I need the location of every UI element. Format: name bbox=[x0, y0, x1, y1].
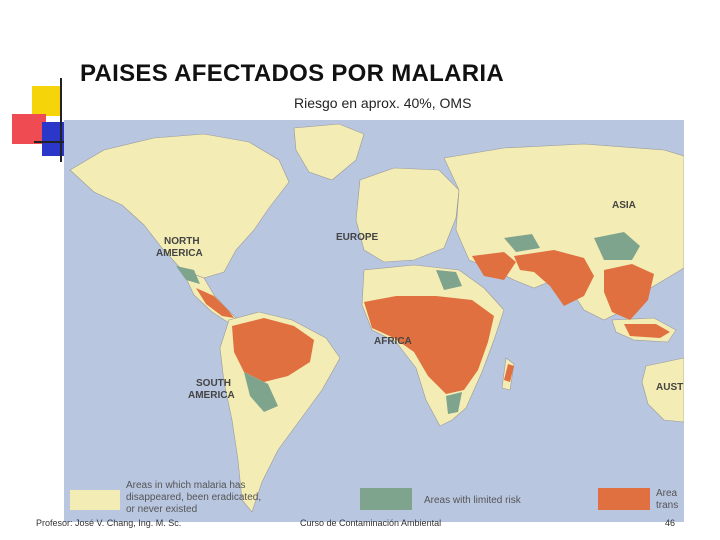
slide-title: PAISES AFECTADOS POR MALARIA bbox=[80, 60, 504, 87]
limited-risk-south-america bbox=[244, 372, 278, 412]
risk-area-africa bbox=[364, 296, 494, 394]
decor-yellow-square bbox=[32, 86, 60, 116]
legend-text-risk-1: Area bbox=[656, 488, 678, 499]
risk-area-central-america bbox=[196, 288, 234, 318]
legend-swatch-limited bbox=[360, 488, 412, 510]
label-south-america-1: SOUTH bbox=[196, 378, 231, 389]
label-africa: AFRICA bbox=[374, 336, 412, 347]
risk-area-southeast-asia bbox=[604, 264, 654, 320]
label-australia: AUST bbox=[656, 382, 683, 393]
north-america-land bbox=[69, 133, 290, 279]
label-europe: EUROPE bbox=[336, 232, 379, 243]
risk-area-amazon bbox=[232, 318, 314, 382]
label-south-america-2: AMERICA bbox=[188, 390, 235, 401]
legend-text-risk-2: trans bbox=[656, 500, 678, 511]
limited-risk-mexico bbox=[176, 266, 200, 284]
footer-professor: Profesor: José V. Chang, Ing. M. Sc. bbox=[36, 518, 182, 528]
limited-risk-china bbox=[594, 232, 640, 260]
world-malaria-map: ASIA EUROPE NORTH AMERICA AFRICA SOUTH A… bbox=[64, 120, 684, 522]
risk-area-madagascar bbox=[504, 364, 514, 382]
footer-page-number: 46 bbox=[665, 518, 676, 528]
limited-risk-north-africa bbox=[436, 270, 462, 290]
decor-blue-square bbox=[42, 122, 64, 156]
legend-swatch-risk bbox=[598, 488, 650, 510]
decor-red-square bbox=[12, 114, 46, 144]
slide-subtitle: Riesgo en aprox. 40%, OMS bbox=[294, 95, 472, 111]
europe-land bbox=[355, 167, 460, 263]
footer-course: Curso de Contaminación Ambiental bbox=[300, 518, 442, 528]
decor-vertical-line bbox=[60, 78, 62, 162]
legend-text-disappeared-3: or never existed bbox=[126, 504, 197, 515]
legend-swatch-disappeared bbox=[70, 490, 120, 510]
decor-horizontal-line bbox=[34, 141, 74, 143]
risk-area-indonesia bbox=[624, 324, 670, 338]
legend-text-disappeared-1: Areas in which malaria has bbox=[126, 480, 246, 491]
risk-area-south-asia bbox=[514, 250, 594, 306]
legend-text-disappeared-2: disappeared, been eradicated, bbox=[126, 492, 261, 503]
greenland-land bbox=[293, 123, 365, 181]
limited-risk-central-asia bbox=[504, 234, 540, 252]
legend-text-limited: Areas with limited risk bbox=[424, 495, 522, 506]
australia-land bbox=[641, 357, 684, 423]
limited-risk-southern-africa bbox=[446, 392, 462, 414]
label-north-america-2: AMERICA bbox=[156, 248, 203, 259]
legend: Areas in which malaria has disappeared, … bbox=[70, 480, 678, 515]
label-asia: ASIA bbox=[612, 200, 636, 211]
risk-area-middle-east bbox=[472, 252, 516, 280]
label-north-america-1: NORTH bbox=[164, 236, 200, 247]
